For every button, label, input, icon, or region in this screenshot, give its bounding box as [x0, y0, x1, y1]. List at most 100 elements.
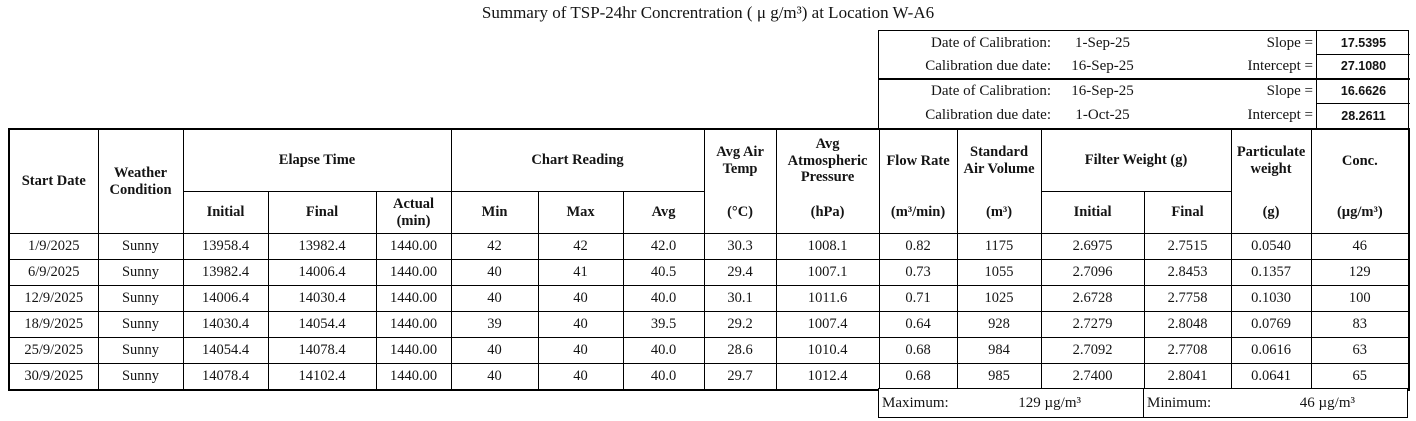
table-cell: 2.6728 [1040, 285, 1145, 312]
table-cell: 0.0540 [1230, 233, 1312, 260]
table-cell: 30/9/2025 [8, 363, 99, 390]
summary-table: Start Date Weather Condition Elapse Time… [8, 128, 1411, 391]
table-cell: 40 [450, 259, 539, 286]
table-cell: 1012.4 [775, 363, 880, 390]
table-cell: 40 [450, 285, 539, 312]
header-filter-initial: Initial [1040, 191, 1145, 234]
table-cell: 0.64 [878, 311, 958, 338]
table-cell: 40 [537, 337, 624, 364]
table-cell: Sunny [97, 363, 184, 390]
table-cell: 18/9/2025 [8, 311, 99, 338]
table-cell: 2.7758 [1143, 285, 1232, 312]
slope-value-box: 17.5395 [1316, 31, 1410, 56]
header-std-air-volume: Standard Air Volume (m³) [956, 128, 1042, 234]
header-start-date: Start Date [8, 128, 99, 234]
table-cell: Sunny [97, 337, 184, 364]
table-cell: 2.7400 [1040, 363, 1145, 390]
table-cell: 14006.4 [267, 259, 377, 286]
calibration-block: Date of Calibration: 1-Sep-25 Slope = 17… [878, 30, 1410, 128]
header-elapse-time: Elapse Time [182, 128, 452, 193]
table-cell: 928 [956, 311, 1042, 338]
minimum-value: 46 µg/m³ [1299, 394, 1355, 411]
header-elapse-actual-unit: (min) [396, 212, 431, 229]
table-cell: 14006.4 [182, 285, 269, 312]
table-cell: 129 [1310, 259, 1410, 286]
table-cell: 0.82 [878, 233, 958, 260]
page-title: Summary of TSP-24hr Concrentration ( μ g… [481, 3, 935, 22]
table-cell: 14054.4 [182, 337, 269, 364]
table-cell: 0.68 [878, 363, 958, 390]
table-cell: 29.4 [703, 259, 777, 286]
table-cell: 1175 [956, 233, 1042, 260]
header-avg-air-temp-unit: (°C) [727, 204, 754, 221]
table-cell: 30.1 [703, 285, 777, 312]
minimum-label: Minimum: [1147, 394, 1212, 411]
table-cell: 6/9/2025 [8, 259, 99, 286]
table-cell: 14078.4 [267, 337, 377, 364]
table-cell: 0.1357 [1230, 259, 1312, 286]
header-conc-unit: (µg/m³) [1336, 204, 1383, 221]
table-cell: 40.5 [622, 259, 705, 286]
header-elapse-actual-title: Actual [392, 196, 435, 213]
header-std-air-volume-title: Standard Air Volume [963, 144, 1035, 177]
header-particulate-weight-unit: (g) [1262, 204, 1280, 221]
table-cell: 2.7279 [1040, 311, 1145, 338]
table-cell: 42 [450, 233, 539, 260]
header-elapse-actual: Actual (min) [375, 191, 452, 234]
calibration-date: 16-Sep-25 [1055, 55, 1150, 80]
calibration-label: Date of Calibration: [931, 34, 1051, 51]
header-elapse-initial: Initial [182, 191, 269, 234]
table-row: 1/9/2025 Sunny 13958.4 13982.4 1440.00 42 42 42… [8, 233, 1410, 260]
table-cell: 25/9/2025 [8, 337, 99, 364]
table-cell: 42 [537, 233, 624, 260]
table-cell: Sunny [97, 285, 184, 312]
table-cell: 2.7092 [1040, 337, 1145, 364]
header-flow-rate-title: Flow Rate [886, 152, 950, 169]
table-cell: 2.7515 [1143, 233, 1232, 260]
table-cell: 14030.4 [267, 285, 377, 312]
table-cell: 40.0 [622, 363, 705, 390]
calibration-label: Calibration due date: [925, 107, 1051, 124]
header-weather-condition: Weather Condition [97, 128, 184, 234]
table-cell: 40.0 [622, 337, 705, 364]
table-cell: 2.6975 [1040, 233, 1145, 260]
table-cell: 39.5 [622, 311, 705, 338]
table-cell: 0.0769 [1230, 311, 1312, 338]
table-cell: 0.0616 [1230, 337, 1312, 364]
table-cell: 984 [956, 337, 1042, 364]
header-avg-atm-pressure: Avg Atmospheric Pressure (hPa) [775, 128, 880, 234]
table-cell: Sunny [97, 311, 184, 338]
table-cell: 1055 [956, 259, 1042, 286]
table-cell: 29.2 [703, 311, 777, 338]
table-cell: 2.7708 [1143, 337, 1232, 364]
header-conc: Conc. (µg/m³) [1310, 128, 1410, 234]
table-cell: 0.68 [878, 337, 958, 364]
table-cell: 1025 [956, 285, 1042, 312]
table-cell: 1440.00 [375, 363, 452, 390]
table-cell: 1440.00 [375, 311, 452, 338]
table-cell: 40.0 [622, 285, 705, 312]
table-row: 30/9/2025 Sunny 14078.4 14102.4 1440.00 40 40 4… [8, 363, 1410, 390]
table-cell: 1007.1 [775, 259, 880, 286]
table-cell: 1440.00 [375, 285, 452, 312]
table-cell: 2.8041 [1143, 363, 1232, 390]
table-cell: 40 [450, 363, 539, 390]
table-cell: 0.0641 [1230, 363, 1312, 390]
calibration-date: 1-Oct-25 [1075, 107, 1130, 124]
table-cell: 30.3 [703, 233, 777, 260]
minimum-box: Minimum: 46 µg/m³ [1143, 388, 1408, 418]
table-cell: 1440.00 [375, 259, 452, 286]
table-cell: 0.73 [878, 259, 958, 286]
table-cell: 65 [1310, 363, 1410, 390]
table-cell: 13982.4 [182, 259, 269, 286]
table-cell: 1440.00 [375, 337, 452, 364]
table-cell: 14054.4 [267, 311, 377, 338]
header-chart-avg: Avg [622, 191, 705, 234]
calibration-date: 16-Sep-25 [1071, 83, 1134, 100]
slope-label: Slope = [1266, 83, 1313, 100]
table-cell: 39 [450, 311, 539, 338]
header-avg-atm-pressure-unit: (hPa) [810, 204, 845, 221]
table-cell: Sunny [97, 259, 184, 286]
table-cell: 1/9/2025 [8, 233, 99, 260]
